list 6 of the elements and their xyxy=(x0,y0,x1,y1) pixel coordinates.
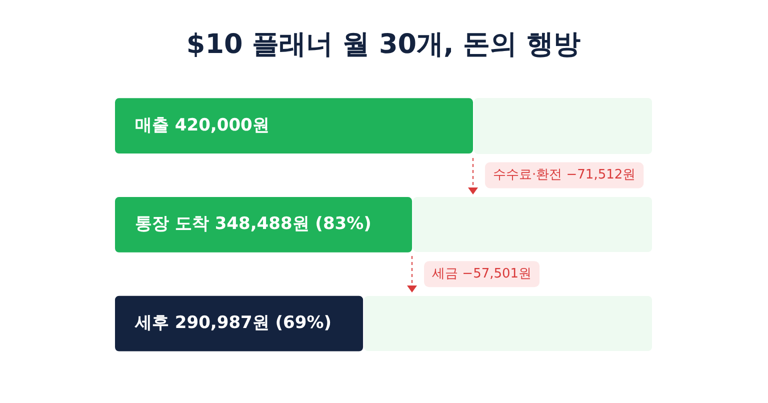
data-label: 통장 도착 348,488원 (83%) xyxy=(135,214,372,234)
annotation: 세금 −57,501원 xyxy=(432,266,532,282)
annotation: 수수료·환전 −71,512원 xyxy=(493,168,636,183)
chart-title: $10 플래너 월 30개, 돈의 행방 xyxy=(186,29,581,60)
data-label: 매출 420,000원 xyxy=(135,115,270,136)
data-label: 세후 290,987원 (69%) xyxy=(134,312,332,333)
